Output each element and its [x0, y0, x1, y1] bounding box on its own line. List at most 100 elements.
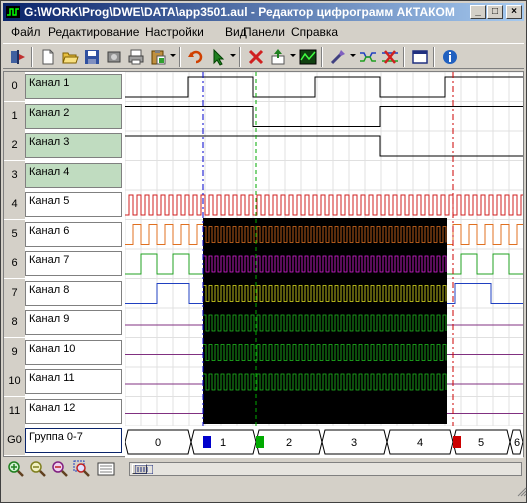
toolbar [3, 43, 524, 69]
channel-label[interactable]: Канал 7 [25, 251, 122, 276]
delete-icon[interactable] [247, 48, 265, 66]
undo-icon[interactable] [187, 48, 205, 66]
channel-row: 4 Канал 5 [4, 190, 125, 219]
save-icon[interactable] [83, 48, 101, 66]
menu-file[interactable]: Файл [11, 25, 41, 39]
app-icon [6, 6, 20, 18]
pointer-icon[interactable] [209, 48, 227, 66]
channel-label[interactable]: Канал 8 [25, 280, 122, 306]
dense-trace [203, 226, 447, 243]
toolbar-separator [239, 47, 241, 67]
group-bus-value: 0 [155, 437, 161, 449]
info-icon[interactable] [441, 48, 459, 66]
channel-label[interactable]: Канал 12 [25, 398, 122, 424]
menu-settings[interactable]: Настройки [145, 25, 204, 39]
zoom-area-icon[interactable] [73, 460, 91, 478]
new-icon[interactable] [39, 48, 57, 66]
channel-number: 8 [4, 308, 25, 337]
resize-grip[interactable] [517, 487, 527, 497]
insert-dropdown[interactable] [290, 54, 296, 57]
channel-number: 10 [4, 367, 25, 396]
channel-number: 11 [4, 396, 25, 426]
window-title: G:\WORK\Prog\DWE\DATA\app3501.aul - Реда… [24, 5, 455, 19]
channel-label[interactable]: Канал 6 [25, 221, 122, 247]
channel-number: 9 [4, 337, 25, 367]
channel-row: 7 Канал 8 [4, 278, 125, 308]
channel-list: 0 Канал 1 1 Канал 2 2 Канал 3 3 Канал 4 4 Канал 5… [4, 72, 125, 458]
disk-icon[interactable] [105, 48, 123, 66]
paste-dropdown[interactable] [170, 54, 176, 57]
exit-icon[interactable] [9, 48, 27, 66]
title-bar[interactable]: G:\WORK\Prog\DWE\DATA\app3501.aul - Реда… [3, 3, 524, 21]
channel-number: 7 [4, 278, 25, 308]
group-bus-segment [386, 429, 454, 455]
channel-row: 10 Канал 11 [4, 367, 125, 396]
print-icon[interactable] [127, 48, 145, 66]
channels-icon[interactable] [359, 48, 377, 66]
group-bus-value: 1 [220, 437, 226, 449]
menu-panels[interactable]: Панели [243, 25, 285, 39]
wizard-dropdown[interactable] [350, 54, 356, 57]
insert-icon[interactable] [269, 48, 287, 66]
channel-row: 3 Канал 4 [4, 160, 125, 190]
zoom-in-icon[interactable] [7, 460, 25, 478]
maximize-button[interactable]: □ [487, 5, 503, 19]
channel-2-signal [125, 106, 523, 127]
dense-trace [203, 314, 447, 332]
pointer-dropdown[interactable] [230, 54, 236, 57]
menu-view[interactable]: Вид [225, 25, 247, 39]
group-row: G0 Группа 0-7 [4, 426, 125, 455]
close-button[interactable]: × [506, 5, 522, 19]
toolbar-separator [179, 47, 181, 67]
channel-number: 1 [4, 101, 25, 131]
menu-bar: Файл Редактирование Настройки Вид Панели… [3, 22, 524, 41]
waveform-area[interactable]: 0 1 2 3 4 5 6 [125, 72, 523, 458]
toolbar-separator [31, 47, 33, 67]
channel-label[interactable]: Канал 9 [25, 310, 122, 335]
window-icon[interactable] [411, 48, 429, 66]
cut-channels-icon[interactable] [381, 48, 399, 66]
zoom-fit-icon[interactable] [51, 460, 69, 478]
channel-label[interactable]: Канал 10 [25, 339, 122, 365]
zoom-toolbar [3, 458, 524, 480]
channel-row: 1 Канал 2 [4, 101, 125, 131]
menu-help[interactable]: Справка [291, 25, 339, 39]
group-label[interactable]: Группа 0-7 [25, 428, 122, 453]
zoom-out-icon[interactable] [29, 460, 47, 478]
dense-trace [203, 285, 447, 302]
group-bus-segment [321, 429, 388, 455]
dense-trace [203, 373, 447, 391]
minimize-button[interactable]: _ [470, 5, 486, 19]
menu-edit[interactable]: Редактирование [48, 25, 140, 39]
waveform-panel: 0 Канал 1 1 Канал 2 2 Канал 3 3 Канал 4 4 Канал 5… [3, 71, 524, 458]
channel-1-signal [125, 76, 523, 98]
open-icon[interactable] [61, 48, 79, 66]
channel-label[interactable]: Канал 4 [25, 162, 122, 188]
group-bus-value: 5 [478, 437, 484, 449]
channel-row: 9 Канал 10 [4, 337, 125, 367]
channel-label[interactable]: Канал 11 [25, 369, 122, 394]
channel-row: 11 Канал 12 [4, 396, 125, 426]
channel-label[interactable]: Канал 1 [25, 74, 122, 99]
group-bus-value: 4 [417, 437, 423, 449]
marker-red-flag [453, 436, 461, 448]
channel-label[interactable]: Канал 2 [25, 103, 122, 129]
channel-row: 5 Канал 6 [4, 219, 125, 249]
channel-row: 6 Канал 7 [4, 249, 125, 278]
channel-label[interactable]: Канал 3 [25, 133, 122, 158]
toolbar-separator [321, 47, 323, 67]
channel-number: 3 [4, 160, 25, 190]
zoom-all-icon[interactable] [97, 460, 115, 478]
group-bus-value: 2 [286, 437, 292, 449]
chart-icon[interactable] [299, 48, 317, 66]
channel-label[interactable]: Канал 5 [25, 192, 122, 217]
channel-number: 6 [4, 249, 25, 278]
channel-row: 2 Канал 3 [4, 131, 125, 160]
horizontal-scrollbar[interactable] [129, 462, 522, 476]
group-bus-value: 6 [514, 437, 520, 449]
marker-green-flag [256, 436, 264, 448]
paste-icon[interactable] [149, 48, 167, 66]
group-bus-value: 3 [351, 437, 357, 449]
wizard-icon[interactable] [329, 48, 347, 66]
overview-icon [135, 465, 153, 474]
